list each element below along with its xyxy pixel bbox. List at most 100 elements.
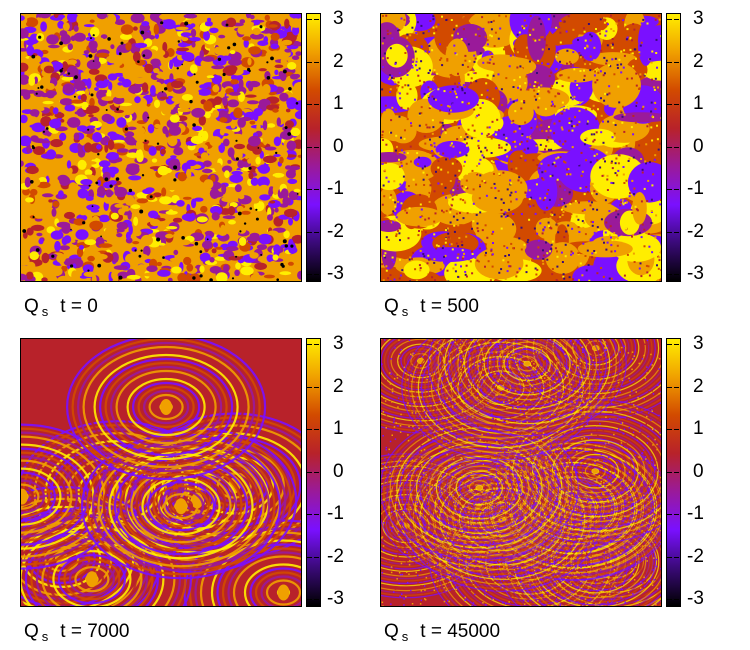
phase-domain [42, 100, 54, 105]
phase-noise [568, 476, 571, 479]
phase-noise [594, 70, 597, 73]
phase-noise [657, 146, 660, 149]
phase-domain [209, 136, 222, 147]
phase-noise [409, 88, 412, 91]
phase-noise [462, 165, 465, 167]
colorbar-tick-label: -2 [687, 220, 704, 242]
phase-noise [404, 415, 407, 417]
phase-noise [409, 506, 412, 508]
phase-noise [530, 417, 533, 419]
phase-noise [514, 550, 517, 552]
phase-noise [464, 186, 467, 188]
phase-noise [615, 395, 617, 398]
phase-noise [418, 222, 421, 225]
phase-noise [629, 417, 631, 420]
phase-noise [565, 402, 568, 404]
phase-noise [583, 385, 585, 388]
phase-noise [592, 140, 595, 143]
phase-noise [634, 48, 637, 51]
phase-domain [270, 32, 280, 41]
phase-domain [211, 65, 225, 70]
phase-noise [606, 536, 609, 538]
phase-noise [393, 278, 396, 281]
colorbar-tick [307, 556, 312, 558]
phase-defect [137, 60, 140, 63]
phase-noise [504, 346, 507, 348]
phase-noise [550, 437, 553, 439]
phase-domain [114, 186, 128, 198]
phase-domain [36, 181, 51, 189]
phase-domain [199, 84, 208, 89]
phase-noise [603, 596, 605, 598]
phase-noise [411, 515, 414, 518]
phase-domain [126, 163, 140, 170]
phase-domain [26, 45, 35, 56]
phase-noise [382, 57, 385, 60]
phase-noise [424, 218, 427, 221]
phase-noise [581, 220, 584, 223]
phase-noise [579, 187, 582, 190]
phase-noise [564, 161, 567, 164]
phase-noise [631, 235, 633, 238]
colorbar-tick [667, 189, 672, 190]
phase-defect [192, 123, 196, 127]
phase-noise [617, 85, 620, 88]
phase-noise [608, 64, 610, 67]
phase-noise [657, 255, 660, 258]
phase-domain [116, 221, 128, 231]
phase-noise [449, 258, 452, 261]
phase-noise [514, 521, 517, 523]
phase-noise [570, 62, 572, 65]
phase-noise [493, 463, 496, 466]
phase-domain [88, 114, 94, 118]
phase-noise [639, 173, 642, 176]
phase-noise [526, 140, 529, 143]
phase-noise [477, 230, 480, 233]
phase-noise [622, 534, 624, 537]
phase-noise [654, 523, 656, 526]
phase-noise [398, 359, 400, 361]
phase-noise [428, 50, 431, 53]
phase-noise [381, 130, 384, 133]
phase-noise [520, 100, 523, 103]
phase-noise [402, 467, 404, 469]
phase-noise [552, 103, 554, 106]
phase-noise [523, 52, 525, 55]
phase-domain [162, 19, 176, 30]
phase-noise [558, 361, 560, 364]
phase-noise [570, 213, 573, 216]
phase-noise [418, 79, 421, 82]
phase-noise [656, 138, 659, 141]
phase-noise [625, 442, 627, 445]
spiral-ring [216, 543, 301, 606]
phase-noise [583, 44, 586, 47]
phase-domain [233, 107, 243, 119]
phase-noise [617, 269, 620, 272]
spiral-ring [535, 427, 656, 516]
phase-noise [394, 588, 397, 590]
phase-noise [483, 152, 486, 155]
phase-noise [489, 542, 491, 544]
phase-defect [40, 85, 44, 89]
phase-noise [649, 484, 652, 486]
phase-domain [249, 199, 260, 204]
phase-defect [282, 239, 287, 244]
phase-defect [288, 87, 292, 91]
phase-noise [560, 74, 563, 77]
phase-noise [511, 486, 514, 488]
phase-domain [256, 244, 268, 251]
phase-domain [111, 252, 119, 263]
phase-noise [593, 138, 596, 141]
phase-noise [391, 76, 393, 79]
phase-noise [650, 61, 653, 64]
spiral-ring [447, 339, 607, 422]
phase-noise [541, 62, 543, 65]
phase-noise [555, 55, 558, 58]
phase-noise [540, 124, 543, 127]
phase-noise [396, 86, 399, 89]
phase-noise [537, 488, 539, 491]
phase-noise [614, 567, 617, 570]
phase-noise [615, 506, 618, 508]
phase-noise [552, 420, 554, 423]
phase-noise [515, 99, 518, 102]
